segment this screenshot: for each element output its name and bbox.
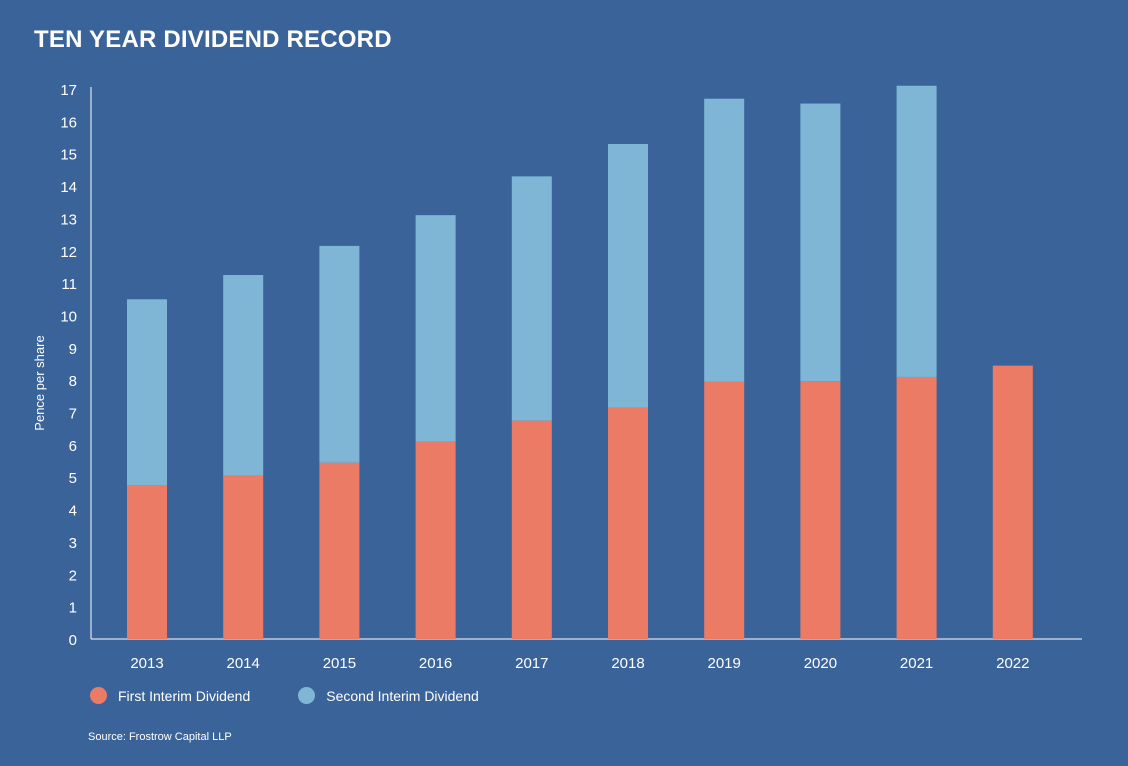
chart-title: TEN YEAR DIVIDEND RECORD [34,26,392,53]
y-tick-label: 3 [69,535,77,552]
x-tick-label: 2017 [515,655,548,672]
x-tick-label: 2022 [996,655,1029,672]
chart-legend: First Interim Dividend Second Interim Di… [90,687,527,704]
legend-label-second-interim: Second Interim Dividend [326,687,479,704]
bar-second-interim [319,245,360,463]
x-tick-label: 2014 [227,655,260,672]
y-axis-label: Pence per share [32,335,47,430]
bar-second-interim [415,215,456,442]
bar-first-interim [223,475,264,639]
bar-second-interim [608,144,648,408]
legend-item-second-interim: Second Interim Dividend [298,687,479,704]
legend-swatch-first-interim [90,687,107,704]
y-tick-label: 13 [60,211,77,228]
x-tick-label: 2019 [708,655,741,672]
bar-second-interim [223,275,264,476]
bar-first-interim [127,485,167,639]
y-tick-label: 8 [69,373,77,390]
bar-first-interim [800,381,841,639]
bar-first-interim [511,420,552,639]
x-tick-label: 2013 [130,655,163,672]
y-tick-label: 5 [69,470,77,487]
y-tick-label: 4 [69,503,77,520]
bar-first-interim [319,462,360,639]
y-tick-label: 1 [69,600,77,617]
x-tick-label: 2018 [611,655,644,672]
x-tick-label: 2016 [419,655,452,672]
bar-second-interim [896,85,937,377]
bar-first-interim [704,381,745,639]
y-tick-label: 14 [60,179,77,196]
bar-second-interim [511,176,552,421]
x-tick-label: 2021 [900,655,933,672]
y-tick-label: 2 [69,567,77,584]
source-note: Source: Frostrow Capital LLP [88,731,232,743]
y-tick-label: 9 [69,341,77,358]
bar-first-interim [992,365,1033,639]
bar-second-interim [800,103,841,382]
legend-label-first-interim: First Interim Dividend [118,687,251,704]
y-tick-label: 17 [60,82,77,99]
bar-first-interim [415,441,456,639]
y-tick-label: 10 [60,308,77,325]
legend-item-first-interim: First Interim Dividend [90,687,250,704]
bar-second-interim [704,98,745,382]
bar-first-interim [608,407,648,639]
y-tick-label: 6 [69,438,77,455]
y-tick-label: 7 [69,406,77,423]
x-tick-label: 2015 [323,655,356,672]
bar-first-interim [896,376,937,639]
bar-second-interim [127,299,167,486]
y-tick-label: 11 [61,276,77,293]
y-tick-label: 15 [60,147,77,164]
y-tick-label: 12 [60,244,77,261]
x-tick-label: 2020 [804,655,837,672]
y-tick-label: 16 [60,114,77,131]
y-tick-label: 0 [69,632,77,649]
legend-swatch-second-interim [298,687,316,704]
